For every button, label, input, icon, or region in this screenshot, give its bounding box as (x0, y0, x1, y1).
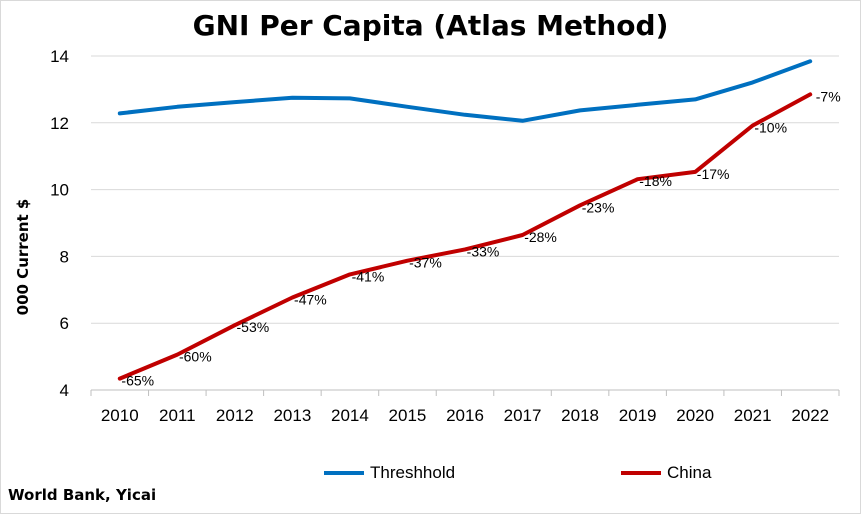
source-note: World Bank, Yicai (8, 486, 157, 504)
x-tick-label: 2014 (331, 406, 369, 425)
y-tick-label: 6 (60, 314, 69, 333)
data-label: -47% (294, 291, 327, 307)
y-tick-label: 8 (60, 247, 69, 266)
x-tick-label: 2019 (619, 406, 657, 425)
data-label: -33% (467, 243, 500, 259)
y-tick-label: 4 (60, 381, 69, 400)
data-label: -18% (639, 173, 672, 189)
x-tick-label: 2018 (561, 406, 599, 425)
x-tick-label: 2017 (504, 406, 542, 425)
x-tick-label: 2020 (676, 406, 714, 425)
y-tick-label: 10 (50, 181, 69, 200)
data-label: -53% (237, 319, 270, 335)
x-tick-label: 2011 (159, 406, 196, 425)
data-label: -7% (816, 88, 841, 104)
series-line-china (117, 92, 813, 381)
data-label: -23% (582, 199, 615, 215)
x-tick-label: 2010 (101, 406, 139, 425)
x-tick-label: 2013 (273, 406, 311, 425)
data-label: -37% (409, 255, 442, 271)
x-tick-label: 2022 (791, 406, 829, 425)
data-label: -17% (697, 166, 730, 182)
x-tick-label: 2021 (734, 406, 772, 425)
x-tick-label: 2016 (446, 406, 484, 425)
x-tick-label: 2012 (216, 406, 254, 425)
legend-swatch-threshhold (324, 471, 364, 475)
data-label: -60% (179, 349, 212, 365)
legend-label-threshhold: Threshhold (370, 463, 456, 482)
legend-item-threshhold: Threshhold (324, 463, 455, 483)
data-label: -28% (524, 229, 557, 245)
legend: Threshhold China (1, 463, 860, 487)
y-tick-label: 12 (50, 114, 69, 133)
y-tick-label: 14 (50, 47, 69, 66)
chart-title: GNI Per Capita (Atlas Method) (192, 9, 669, 42)
legend-item-china: China (621, 463, 711, 483)
data-label: -10% (754, 119, 787, 135)
x-tick-label: 2015 (389, 406, 427, 425)
legend-swatch-china (621, 471, 661, 475)
legend-label-china: China (667, 463, 712, 482)
series-line-threshhold (117, 59, 813, 123)
data-label: -41% (352, 268, 385, 284)
data-label: -65% (121, 373, 154, 389)
